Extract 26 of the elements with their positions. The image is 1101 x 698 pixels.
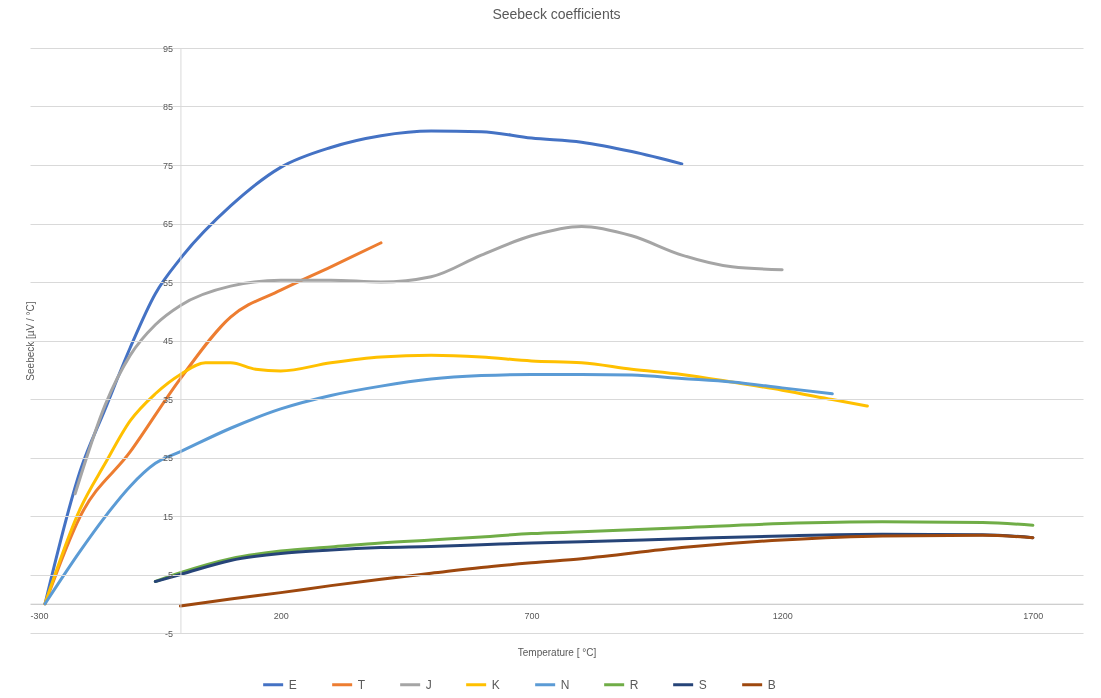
x-tick-label: 1700 [1023, 611, 1044, 622]
x-tick-label: 200 [273, 611, 289, 622]
legend-label: T [357, 677, 366, 692]
y-tick-label: 95 [162, 43, 173, 54]
legend-label: K [491, 677, 500, 692]
line-series [178, 533, 1035, 608]
legend-label: J [425, 677, 432, 692]
legend-label: N [560, 677, 570, 692]
legend-label: E [288, 677, 297, 692]
y-tick-label: 55 [162, 277, 173, 288]
y-tick-label: 45 [162, 336, 173, 346]
y-tick-label: 65 [162, 219, 173, 229]
y-tick-label: -5 [164, 628, 173, 639]
x-tick-label: 700 [524, 611, 540, 622]
y-tick-label: 85 [162, 102, 173, 112]
x-tick-label: 1200 [772, 611, 793, 622]
legend-label: B [767, 677, 776, 692]
legend-label: S [698, 677, 707, 692]
y-tick-label: 15 [162, 511, 173, 522]
chart-title: Seebeck coefficients [492, 6, 621, 22]
x-tick-label: -300 [30, 611, 49, 622]
x-axis-title: Temperature [ °C] [517, 646, 597, 658]
y-tick-label: 5 [167, 570, 173, 580]
y-tick-label: 75 [162, 160, 173, 171]
legend-label: R [629, 677, 639, 692]
y-axis-title: Seebeck [µV / °C] [24, 301, 36, 381]
